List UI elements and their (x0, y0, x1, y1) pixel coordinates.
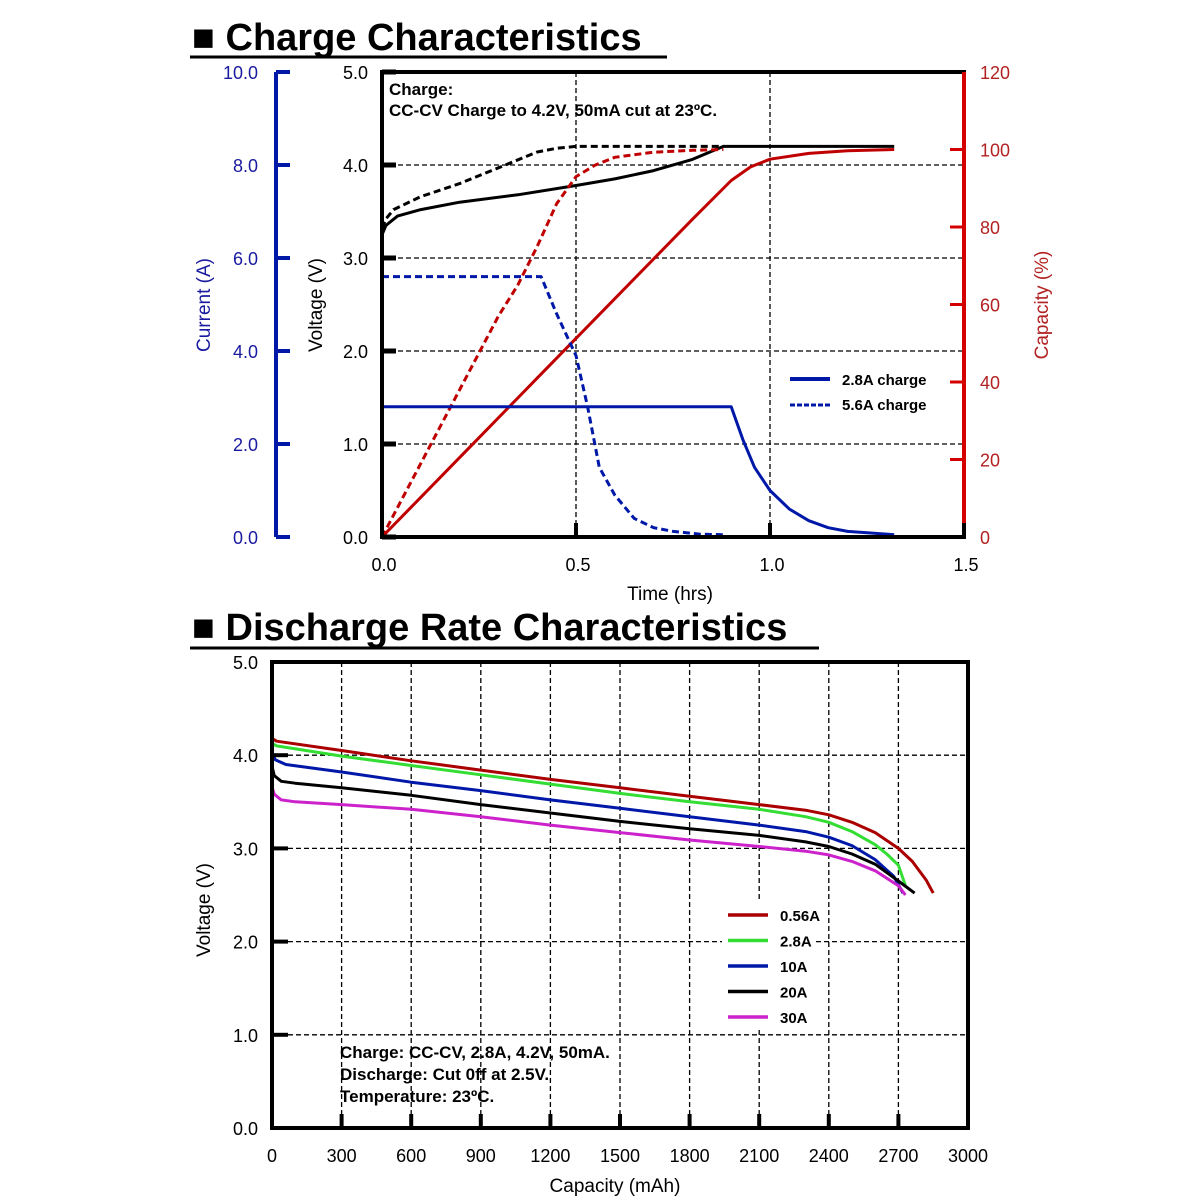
time-tick-label: 0.5 (565, 555, 590, 575)
capacity-tick-label: 20 (980, 451, 1000, 471)
voltage-tick-label: 5.0 (233, 653, 258, 673)
voltage-tick-label: 4.0 (233, 746, 258, 766)
discharge-grid (272, 662, 968, 1128)
discharge-annotation-line1: Charge: CC-CV, 2.8A, 4.2V, 50mA. (340, 1043, 610, 1062)
discharge-voltage-axis-label: Voltage (V) (194, 863, 215, 957)
series-voltage-5-6a-charge (380, 144, 724, 229)
current-tick-label: 10.0 (223, 63, 258, 83)
capacity-tick-label: 60 (980, 296, 1000, 316)
time-tick-label: 0.0 (371, 555, 396, 575)
capacity-tick-label: 2100 (739, 1146, 779, 1166)
current-axis-label: Current (A) (194, 258, 215, 352)
current-tick-label: 8.0 (233, 156, 258, 176)
discharge-chart: ■ Discharge Rate Characteristics 0 300 600… (190, 607, 988, 1197)
voltage-tick-label: 2.0 (343, 342, 368, 362)
capacity-tick-label: 0 (267, 1146, 277, 1166)
current-tick-label: 2.0 (233, 435, 258, 455)
voltage-tick-label: 1.0 (343, 435, 368, 455)
discharge-annotation-line3: Temperature: 23ºC. (340, 1087, 494, 1106)
current-tick-label: 0.0 (233, 528, 258, 548)
legend-label-10a: 10A (780, 959, 808, 976)
voltage-tick-label: 2.0 (233, 933, 258, 953)
voltage-tick-label: 0.0 (343, 528, 368, 548)
series-20a (270, 766, 916, 895)
capacity-tick-label: 0 (980, 528, 990, 548)
charge-annotation-line2: CC-CV Charge to 4.2V, 50mA cut at 23ºC. (389, 101, 717, 120)
series-capacity-2-8a-charge (380, 148, 895, 539)
voltage-tick-label: 3.0 (233, 839, 258, 859)
series-0-56a (271, 737, 935, 894)
charge-chart-title: ■ Charge Characteristics (192, 17, 642, 59)
time-tick-label: 1.5 (953, 555, 978, 575)
voltage-tick-label: 1.0 (233, 1026, 258, 1046)
voltage-tick-label: 0.0 (233, 1119, 258, 1139)
discharge-series (270, 737, 935, 896)
time-tick-label: 1.0 (759, 555, 784, 575)
capacity-tick-label: 1800 (670, 1146, 710, 1166)
discharge-legend: 0.56A 2.8A 10A 20A 30A (722, 900, 820, 1030)
series-current-2-8a-charge (382, 405, 895, 537)
legend-label-20a: 20A (780, 985, 808, 1002)
charge-annotation-line1: Charge: (389, 80, 453, 99)
voltage-tick-label: 5.0 (343, 63, 368, 83)
charge-ticks: 0.0 0.5 1.0 1.5 0.0 1.0 2.0 3.0 4.0 5.0 0.0 2.0 4.0 6… (223, 63, 1010, 575)
capacity-tick-label: 120 (980, 63, 1010, 83)
charge-legend: 2.8A charge 5.6A charge (790, 372, 927, 414)
charge-series (380, 144, 895, 539)
discharge-ticks: 0 300 600 900 1200 1500 1800 2100 2400 2700 3000 0.… (233, 653, 988, 1166)
legend-label-5-6a-charge: 5.6A charge (842, 397, 927, 414)
time-axis-label: Time (hrs) (627, 584, 713, 605)
voltage-axis-label: Voltage (V) (306, 258, 327, 352)
capacity-tick-label: 100 (980, 141, 1010, 161)
discharge-capacity-axis-label: Capacity (mAh) (550, 1176, 681, 1197)
legend-label-0-56a: 0.56A (780, 908, 820, 925)
current-tick-label: 6.0 (233, 249, 258, 269)
legend-label-2-8a: 2.8A (780, 934, 812, 951)
charge-grid (382, 72, 964, 537)
voltage-tick-label: 4.0 (343, 156, 368, 176)
capacity-tick-label: 300 (327, 1146, 357, 1166)
legend-label-30a: 30A (780, 1010, 808, 1027)
capacity-tick-label: 2700 (878, 1146, 918, 1166)
series-capacity-5-6a-charge (380, 148, 724, 538)
capacity-tick-label: 600 (396, 1146, 426, 1166)
series-current-5-6a-charge (382, 275, 724, 537)
series-10a (270, 752, 905, 894)
current-tick-label: 4.0 (233, 342, 258, 362)
series-2-8a (271, 741, 907, 887)
capacity-tick-label: 3000 (948, 1146, 988, 1166)
legend-label-2-8a-charge: 2.8A charge (842, 372, 927, 389)
capacity-tick-label: 1200 (530, 1146, 570, 1166)
capacity-tick-label: 1500 (600, 1146, 640, 1166)
capacity-tick-label: 900 (466, 1146, 496, 1166)
capacity-axis-label: Capacity (%) (1032, 251, 1053, 360)
capacity-tick-label: 80 (980, 218, 1000, 238)
series-30a (270, 786, 907, 896)
voltage-tick-label: 3.0 (343, 249, 368, 269)
charge-chart: ■ Charge Characteristics 0.0 0.5 1.0 1.50.0… (190, 17, 1053, 605)
series-voltage-2-8a-charge (380, 144, 895, 236)
discharge-annotation-line2: Discharge: Cut 0ff at 2.5V. (340, 1065, 549, 1084)
charge-plot-frame (380, 70, 966, 539)
capacity-tick-label: 2400 (809, 1146, 849, 1166)
discharge-chart-title: ■ Discharge Rate Characteristics (192, 607, 787, 649)
capacity-tick-label: 40 (980, 373, 1000, 393)
